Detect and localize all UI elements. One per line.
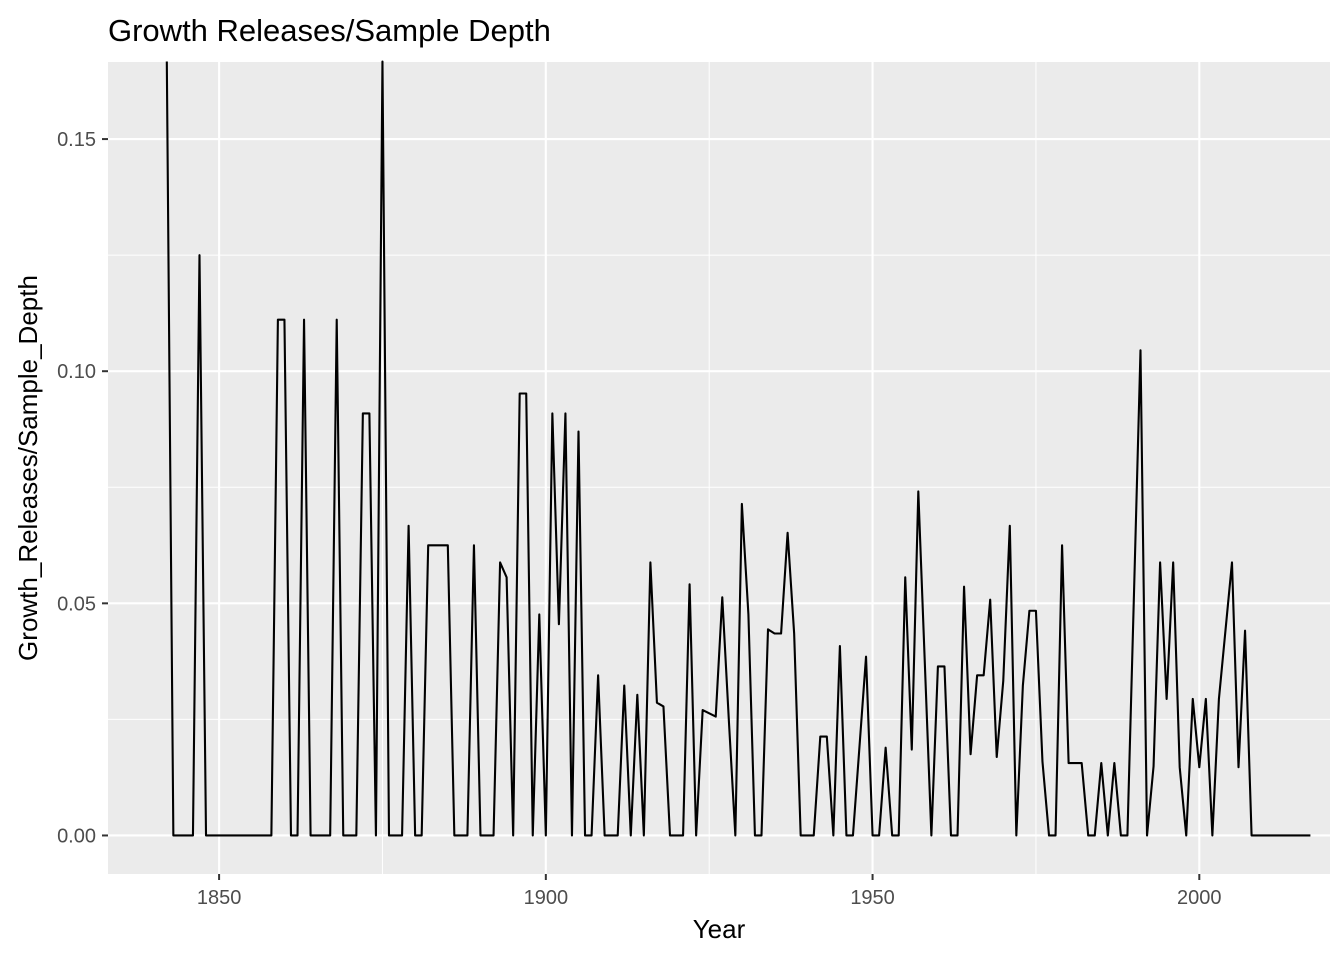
y-tick-label: 0.05 — [57, 593, 96, 615]
x-axis-title: Year — [693, 914, 746, 944]
y-tick-label: 0.10 — [57, 361, 96, 383]
y-tick-label: 0.00 — [57, 825, 96, 847]
chart-title: Growth Releases/Sample Depth — [108, 13, 551, 48]
x-tick-label: 2000 — [1177, 887, 1222, 909]
plot-panel — [108, 62, 1330, 874]
series-group — [165, 60, 1311, 837]
y-axis-title: Growth_Releases/Sample_Depth — [13, 275, 43, 661]
x-tick-label: 1850 — [197, 887, 242, 909]
minor-gridlines — [108, 62, 1330, 874]
y-axis-ticks: 0.00 0.05 0.10 0.15 — [57, 129, 108, 847]
x-axis-ticks: 1850 1900 1950 2000 — [197, 874, 1222, 909]
x-tick-label: 1950 — [850, 887, 895, 909]
series-line — [165, 60, 1311, 837]
x-tick-label: 1900 — [524, 887, 569, 909]
y-tick-label: 0.15 — [57, 129, 96, 151]
